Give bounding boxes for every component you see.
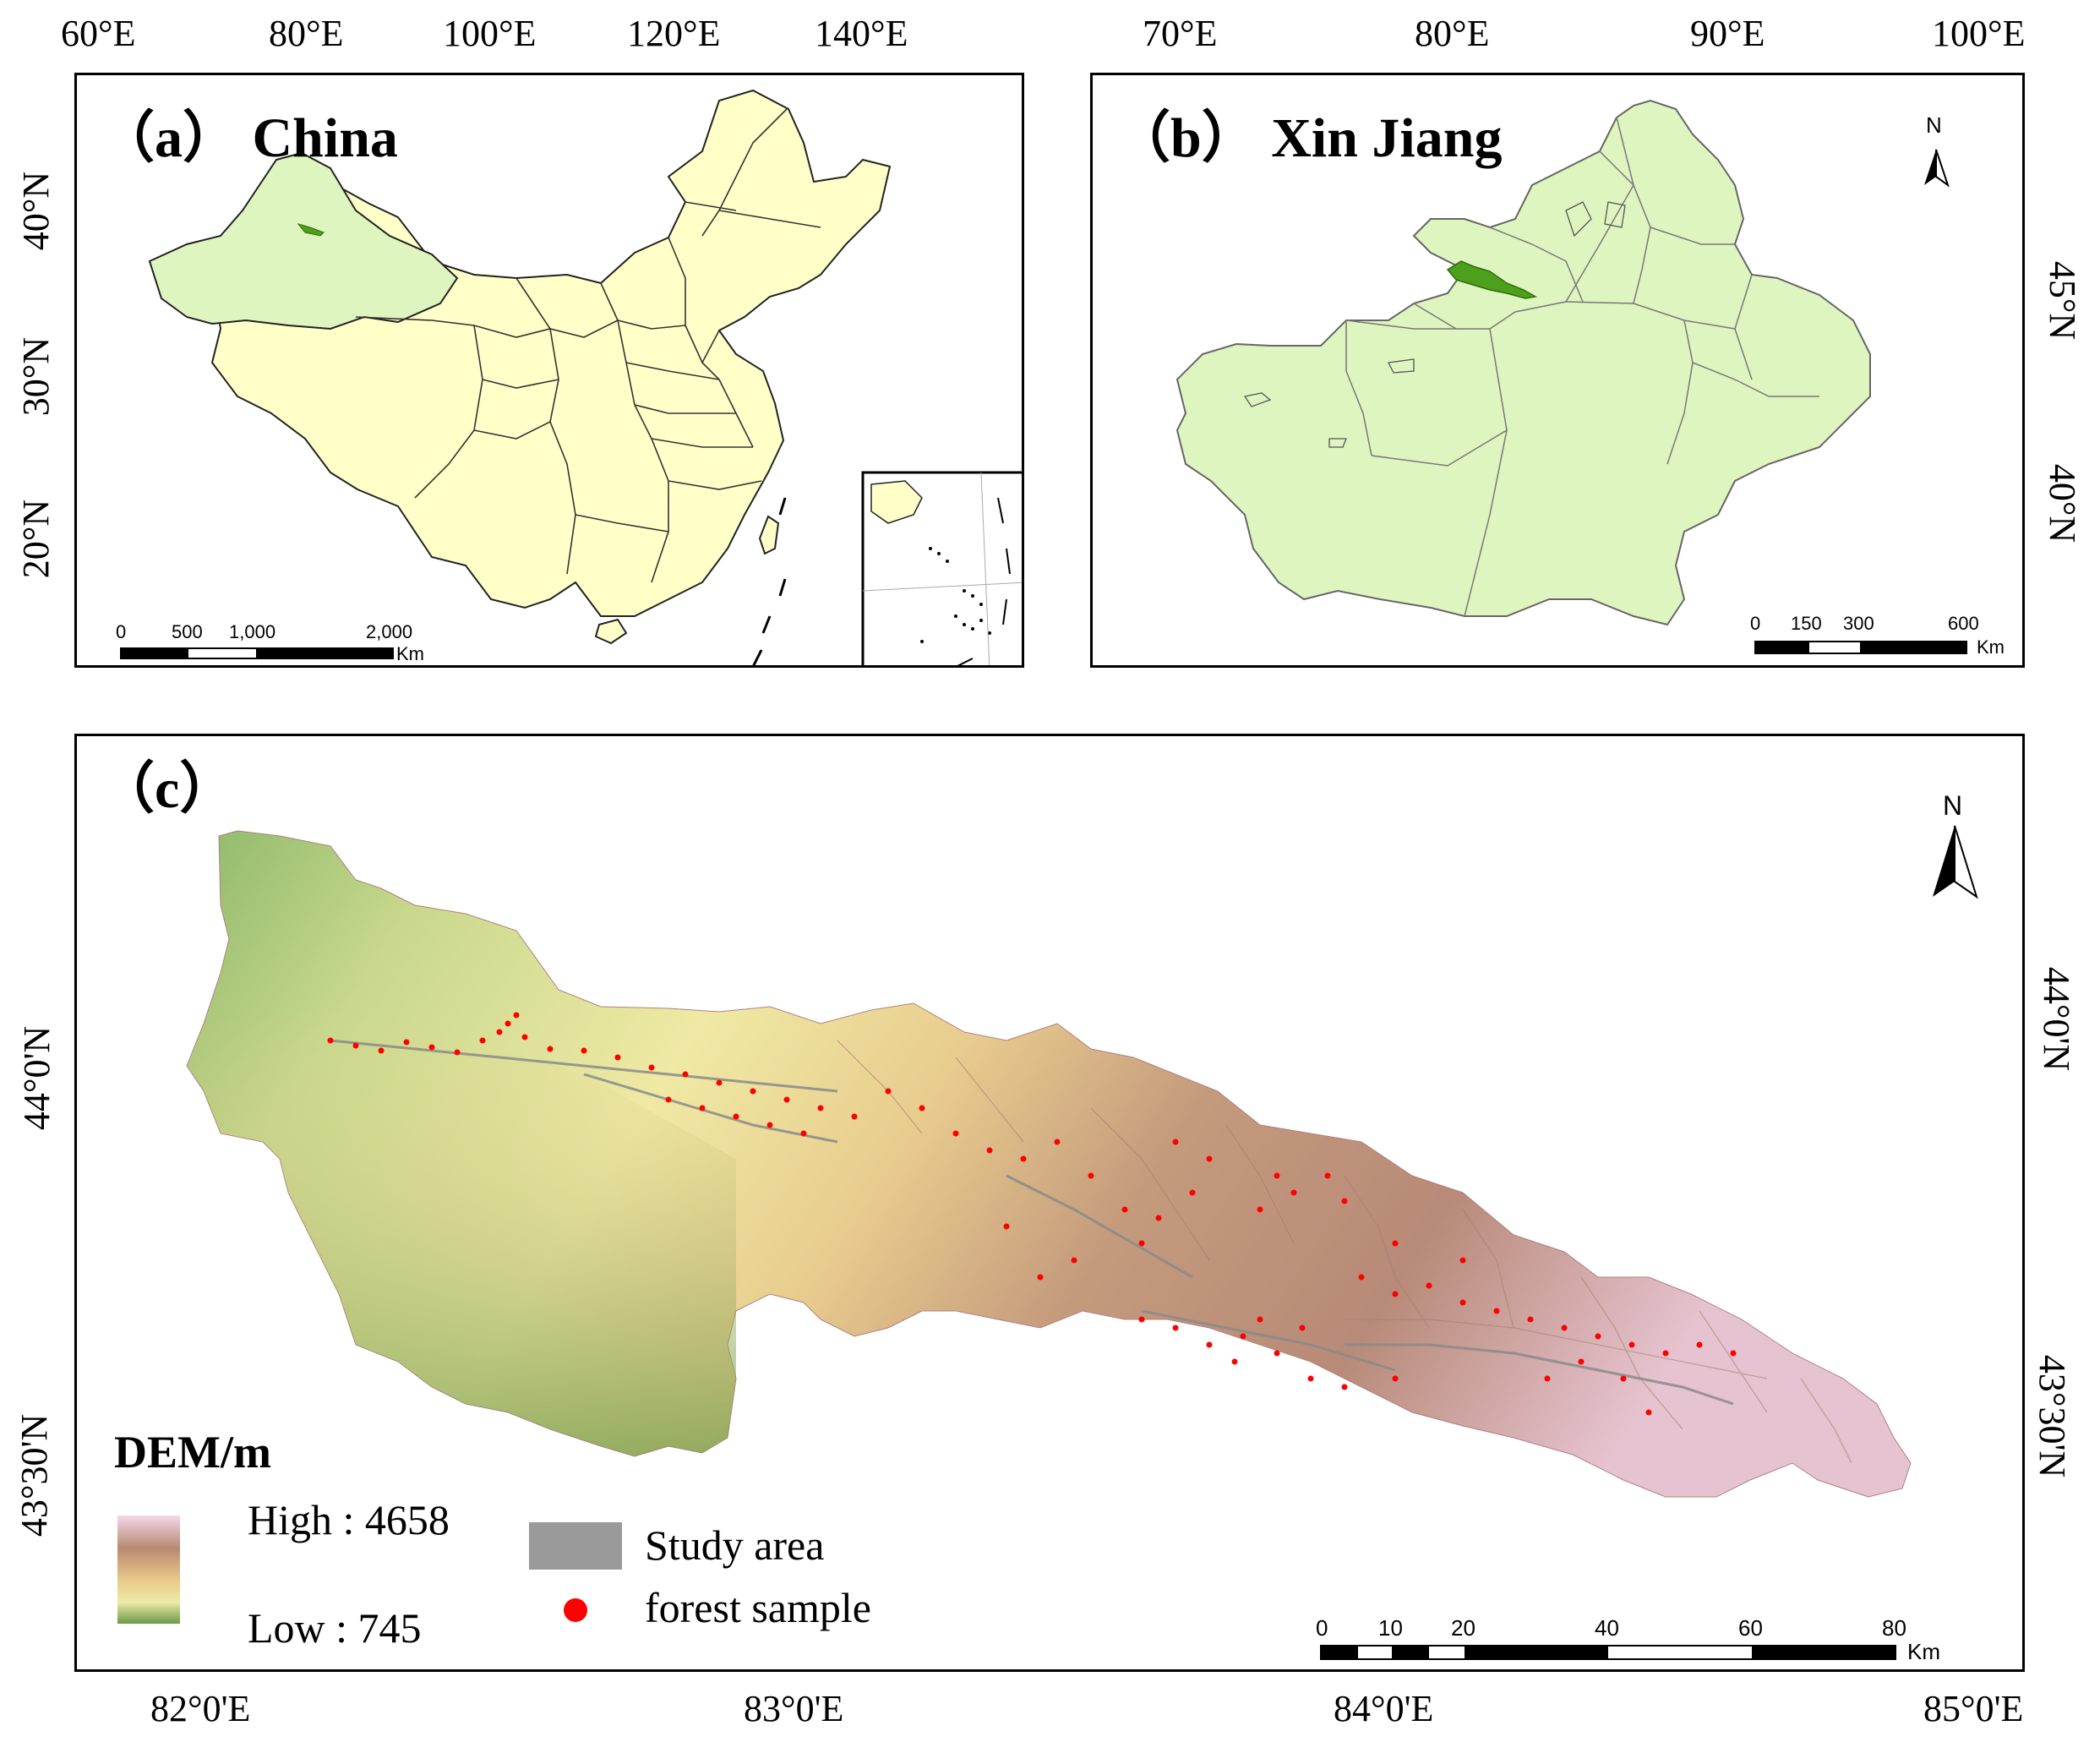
dem-map-svg [117, 825, 1978, 1660]
panel-c-dem-map: （c） N DEM/m High : 4658 Low : 745 Study … [74, 734, 2025, 1672]
forest-sample-points [327, 1012, 1737, 1416]
panel-a-lat-tick: 20°N [15, 499, 57, 579]
panel-b-lon-tick: 90°E [1690, 13, 1765, 54]
scale-label-b: 150 [1791, 613, 1822, 634]
scale-label-c: 60 [1738, 1615, 1763, 1641]
panel-c-title: （c） [99, 758, 236, 820]
panel-a-lon-tick: 60°E [61, 13, 136, 54]
panel-a-lon-tick: 120°E [627, 13, 721, 54]
panel-b-xinjiang-map: （b） Xin Jiang N 0 150 300 600 Km [1090, 73, 2025, 668]
china-map-svg [120, 89, 1022, 665]
panel-b-title: （b） Xin Jiang [1115, 107, 1503, 169]
panel-c-lat-tick-right: 44°0'N [2036, 966, 2078, 1072]
north-arrow-c [1933, 825, 1978, 899]
xinjiang-map-svg [1175, 99, 1967, 654]
scale-label-b: 600 [1948, 613, 1979, 634]
scale-label-c: 80 [1882, 1615, 1906, 1641]
scale-label-a: 1,000 [229, 621, 276, 642]
taiwan-island [758, 515, 780, 555]
panel-c-lat-tick: 44°0'N [16, 1025, 58, 1131]
legend-study-area-swatch [529, 1522, 622, 1570]
scale-label-c: 40 [1595, 1615, 1619, 1641]
panel-b-lon-tick: 80°E [1415, 13, 1490, 54]
legend-study-area-label: Study area [645, 1521, 825, 1569]
inset-islands [870, 480, 991, 643]
panel-c-lon-tick: 83°0'E [744, 1688, 844, 1729]
scale-label-b: 300 [1843, 613, 1874, 634]
north-label-b: N [1926, 112, 1942, 138]
panel-a-lon-tick: 140°E [815, 13, 908, 54]
study-area-small [297, 223, 325, 237]
scale-label-a: 500 [172, 621, 203, 642]
xinjiang-region [148, 151, 459, 330]
panel-c-lat-tick: 43°30'N [14, 1413, 56, 1537]
panel-a-china-map: （a） China 0 500 1,000 2,000 Km [74, 73, 1024, 668]
scale-label-c: 0 [1316, 1615, 1328, 1641]
panel-c-lon-tick: 85°0'E [1923, 1688, 2024, 1729]
scale-label-b: 0 [1750, 613, 1761, 634]
legend-forest-sample-label: forest sample [645, 1584, 871, 1631]
scale-label-c: 20 [1451, 1615, 1475, 1641]
panel-a-lon-tick: 100°E [443, 13, 537, 54]
study-area-xinjiang [1446, 260, 1538, 299]
hainan-island [594, 618, 628, 645]
panel-c-lon-tick: 84°0'E [1334, 1688, 1434, 1729]
legend-forest-sample-swatch [564, 1598, 587, 1622]
panel-a-title: （a） China [99, 107, 398, 169]
scale-label-a: 0 [116, 621, 127, 642]
panel-c-lon-tick: 82°0'E [150, 1688, 251, 1729]
scale-label-a: 2,000 [366, 621, 413, 642]
panel-a-lon-tick: 80°E [269, 13, 344, 54]
scale-unit-b: Km [1977, 636, 2005, 658]
panel-a-lat-tick: 30°N [15, 336, 57, 417]
legend-high-label: High : 4658 [248, 1496, 450, 1543]
china-mainland [210, 89, 892, 617]
panel-b-lat-tick: 40°N [2042, 463, 2084, 543]
north-arrow-b [1924, 149, 1950, 188]
panel-c-lat-tick-right: 43°30'N [2032, 1354, 2074, 1478]
panel-b-lat-tick: 45°N [2042, 260, 2084, 341]
legend-dem-ramp [117, 1516, 180, 1624]
scale-unit-a: Km [396, 643, 424, 664]
xinjiang-outline [1175, 99, 1871, 626]
north-label-c: N [1943, 790, 1963, 821]
legend-title: DEM/m [114, 1427, 271, 1477]
legend-low-label: Low : 745 [248, 1604, 422, 1652]
panel-b-lon-tick: 100°E [1932, 13, 2026, 54]
panel-a-lat-tick: 40°N [15, 171, 57, 251]
panel-b-lon-tick: 70°E [1143, 13, 1218, 54]
scale-label-c: 10 [1378, 1615, 1403, 1641]
scale-unit-c: Km [1907, 1639, 1940, 1664]
